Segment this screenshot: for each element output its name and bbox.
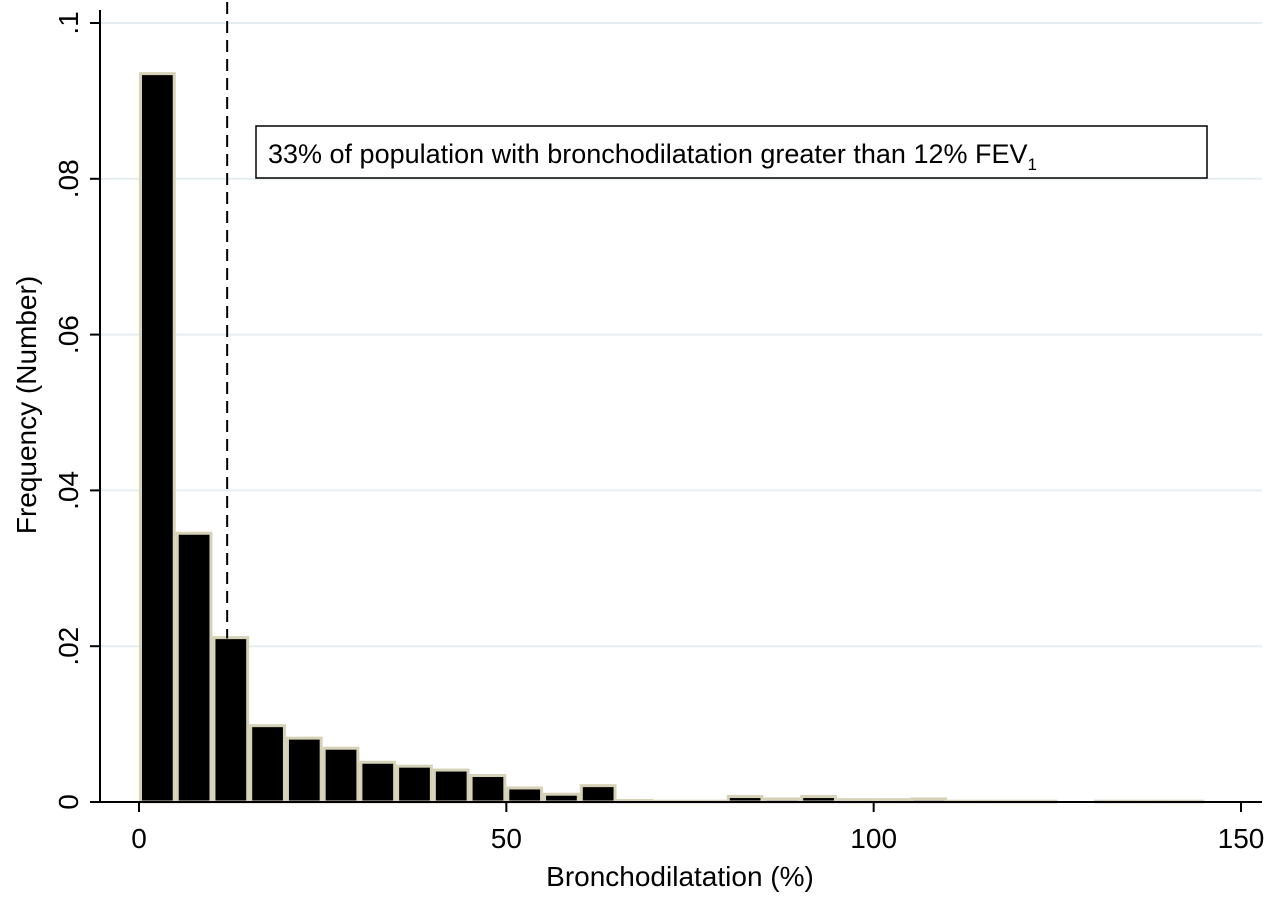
y-tick-label: .08	[53, 159, 84, 198]
histogram-bar	[506, 786, 544, 804]
y-tick-label: .04	[53, 471, 84, 510]
annotation-subscript: 1	[1028, 155, 1037, 174]
histogram-bar	[212, 636, 250, 804]
histogram-bar	[432, 768, 470, 804]
histogram-bar	[359, 760, 397, 804]
histogram-bar	[322, 746, 360, 804]
axis-ticks: 0 50 100 150 0 .02 .04 .06 .08 .1	[53, 11, 1264, 854]
annotation-text: 33% of population with bronchodilatation…	[268, 139, 1037, 174]
x-axis-title: Bronchodilatation (%)	[546, 861, 814, 892]
histogram-bar	[469, 774, 507, 804]
y-tick-label: .02	[53, 627, 84, 666]
x-tick-label: 50	[491, 823, 522, 854]
axes	[99, 10, 1262, 803]
histogram-bars	[139, 72, 1205, 804]
annotation-box: 33% of population with bronchodilatation…	[255, 125, 1208, 179]
y-tick-label: .06	[53, 315, 84, 354]
y-tick-label: 0	[53, 794, 84, 810]
histogram-bar	[249, 724, 286, 804]
histogram-bar	[285, 736, 323, 804]
x-tick-label: 100	[850, 823, 897, 854]
histogram-bar	[543, 792, 580, 804]
annotation-border	[255, 125, 1208, 179]
x-tick-label: 0	[131, 823, 147, 854]
histogram-bar	[396, 764, 433, 804]
histogram-bar	[139, 72, 176, 804]
histogram-bar	[579, 784, 617, 804]
y-tick-label: .1	[53, 11, 84, 34]
gridlines	[100, 22, 1262, 648]
annotation-main-text: 33% of population with bronchodilatation…	[268, 139, 1028, 169]
histogram-bar	[175, 531, 213, 804]
y-axis-title: Frequency (Number)	[11, 276, 42, 534]
x-tick-label: 150	[1218, 823, 1265, 854]
